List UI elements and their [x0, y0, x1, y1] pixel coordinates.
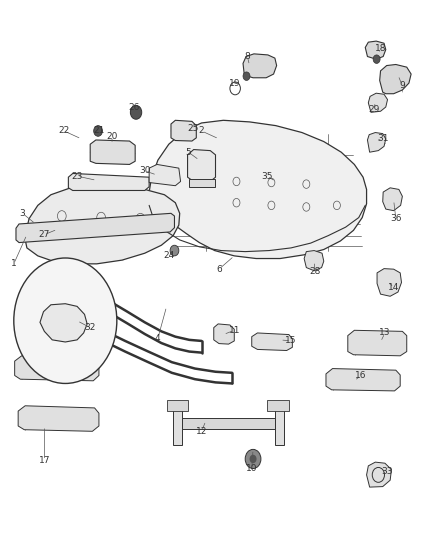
Circle shape	[14, 258, 117, 383]
Text: 33: 33	[381, 467, 393, 475]
Circle shape	[94, 126, 102, 136]
Polygon shape	[380, 64, 411, 94]
Polygon shape	[25, 184, 180, 264]
Text: 2: 2	[199, 126, 205, 135]
Text: 31: 31	[377, 134, 389, 143]
Text: 36: 36	[390, 214, 402, 223]
Polygon shape	[367, 462, 392, 487]
Text: 15: 15	[285, 336, 297, 345]
Text: 3: 3	[20, 209, 25, 218]
Circle shape	[243, 72, 250, 80]
Text: 21: 21	[93, 126, 105, 135]
Text: 25: 25	[187, 124, 198, 133]
Text: 9: 9	[399, 81, 405, 90]
Polygon shape	[182, 418, 275, 429]
Polygon shape	[187, 150, 215, 181]
Text: 32: 32	[85, 323, 96, 332]
Text: 17: 17	[39, 456, 50, 465]
Text: 23: 23	[71, 172, 83, 181]
Text: 13: 13	[379, 328, 391, 337]
Text: 1: 1	[11, 260, 17, 268]
Polygon shape	[243, 54, 277, 78]
Text: 11: 11	[229, 326, 240, 335]
Text: 26: 26	[128, 102, 140, 111]
Polygon shape	[40, 304, 87, 342]
Polygon shape	[149, 165, 180, 185]
Polygon shape	[68, 173, 149, 190]
Polygon shape	[367, 133, 386, 152]
Circle shape	[170, 245, 179, 256]
Polygon shape	[189, 179, 215, 187]
Text: 29: 29	[368, 105, 380, 114]
Polygon shape	[275, 405, 284, 445]
Text: 8: 8	[244, 52, 250, 61]
Text: 20: 20	[106, 132, 118, 141]
Polygon shape	[383, 188, 403, 211]
Circle shape	[373, 55, 380, 63]
Polygon shape	[18, 406, 99, 431]
Circle shape	[250, 455, 257, 463]
Text: 16: 16	[355, 371, 367, 380]
Text: 30: 30	[139, 166, 151, 175]
Polygon shape	[166, 400, 188, 411]
Text: 27: 27	[39, 230, 50, 239]
Text: 24: 24	[163, 252, 174, 260]
Text: 4: 4	[155, 334, 161, 343]
Text: 19: 19	[229, 78, 240, 87]
Text: 12: 12	[196, 427, 207, 436]
Text: 10: 10	[246, 464, 258, 473]
Circle shape	[245, 449, 261, 469]
Polygon shape	[171, 120, 196, 141]
Text: 6: 6	[216, 265, 222, 273]
Polygon shape	[14, 356, 99, 381]
Circle shape	[131, 106, 142, 119]
Text: 5: 5	[186, 148, 191, 157]
Polygon shape	[326, 368, 400, 391]
Polygon shape	[368, 93, 388, 112]
Polygon shape	[147, 120, 367, 259]
Polygon shape	[252, 333, 292, 351]
Polygon shape	[348, 330, 407, 356]
Text: 14: 14	[388, 283, 399, 292]
Polygon shape	[16, 213, 174, 243]
Text: 18: 18	[375, 44, 386, 53]
Polygon shape	[377, 269, 402, 296]
Polygon shape	[304, 251, 324, 271]
Polygon shape	[267, 400, 289, 411]
Polygon shape	[214, 324, 234, 344]
Polygon shape	[365, 41, 386, 59]
Text: 35: 35	[261, 172, 273, 181]
Polygon shape	[173, 405, 182, 445]
Text: 28: 28	[309, 268, 321, 276]
Polygon shape	[90, 140, 135, 165]
Text: 22: 22	[58, 126, 70, 135]
